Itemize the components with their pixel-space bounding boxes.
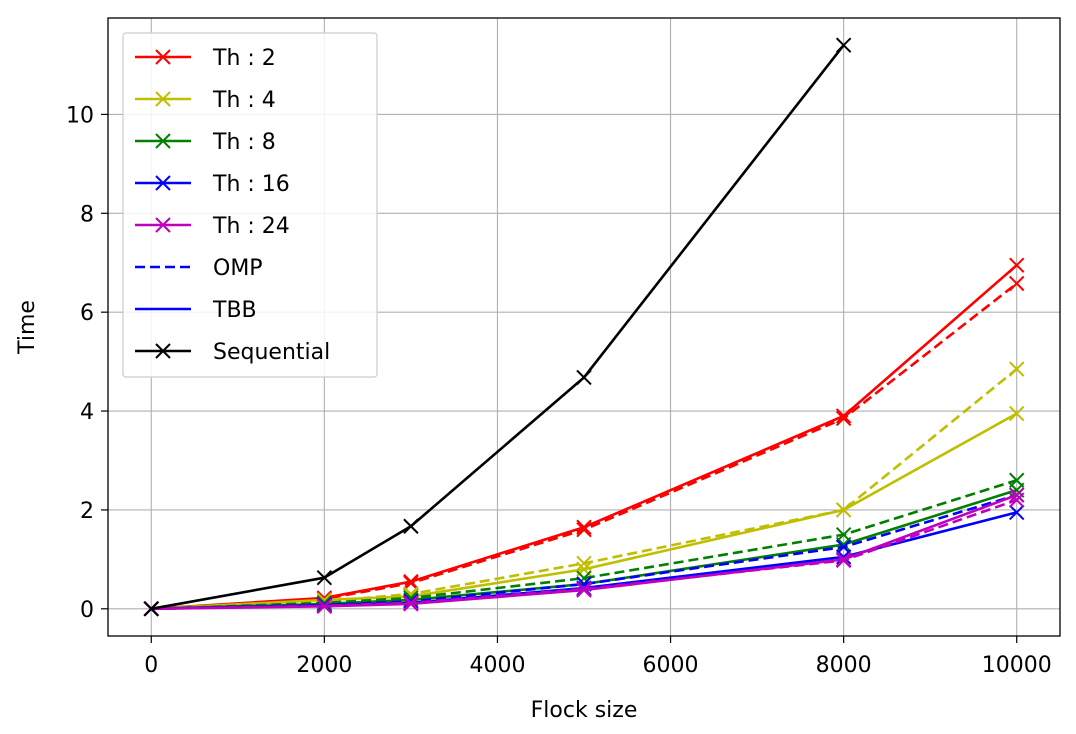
series-line [151,368,1018,611]
legend-item-th-2: Th : 2 [135,46,276,71]
series-line [151,498,1018,611]
series-line [151,493,1018,611]
data-point [316,569,333,586]
series-line [151,264,1018,611]
y-tick-label: 2 [80,499,94,524]
series-th-16-omp [143,487,1025,617]
y-axis-label: Time [15,300,40,355]
series-th-24-tbb [143,487,1025,617]
data-point [835,551,852,568]
plot-frame [107,17,1061,637]
data-point [1009,487,1025,503]
legend-label: Sequential [213,340,330,365]
data-point [403,573,419,590]
legend-item-th-24: Th : 24 [135,214,290,239]
legend-item-omp: OMP [135,256,263,281]
legend-label: Th : 24 [212,214,290,239]
x-tick-label: 0 [144,653,158,678]
data-point [1009,405,1025,422]
data-point [576,369,592,386]
data-point [835,549,852,565]
legend-marker [155,91,171,107]
legend-label: OMP [213,256,263,281]
legend-item-sequential: Sequential [135,340,330,365]
legend-item-th-4: Th : 4 [135,88,276,113]
data-point [143,601,159,617]
series-th-4-tbb [143,405,1025,617]
legend-item-th-16: Th : 16 [135,172,290,197]
y-tick-label: 0 [80,598,94,623]
series-layer [143,37,1025,617]
legend-marker [155,343,171,359]
data-point [403,593,419,610]
x-tick-label: 4000 [469,653,525,678]
axis-ticks: 0 2000 4000 6000 8000 10000 0 2 4 6 8 10 [66,103,1052,678]
data-point [1009,504,1025,521]
legend-marker [155,49,171,65]
x-tick-label: 10000 [982,653,1052,678]
legend-label: Th : 8 [212,130,276,155]
data-point [1009,492,1025,508]
legend-marker [155,217,171,233]
data-point [1009,361,1025,377]
legend-item-th-8: Th : 8 [135,130,276,155]
legend-marker [155,133,171,149]
data-point [835,502,852,518]
data-point [835,37,852,53]
legend-label: Th : 4 [212,88,276,113]
data-point [403,518,419,534]
legend-box [122,32,378,378]
data-point [1009,257,1025,273]
legend-marker [155,175,171,191]
legend-item-tbb: TBB [135,298,257,323]
x-axis-label: Flock size [531,698,638,723]
y-tick-label: 8 [80,202,94,227]
data-point [835,410,852,427]
y-tick-label: 4 [80,400,94,425]
legend-label: TBB [212,298,257,323]
legend: Th : 2 Th : 4 Th : 8 Th : 16 Th : 24 OMP TBB Se… [122,32,378,378]
series-th-24-omp [143,492,1025,617]
data-point [403,575,419,591]
data-point [316,598,333,615]
data-point [576,519,592,535]
series-sequential [143,37,852,617]
series-line [151,412,1018,611]
x-tick-label: 2000 [296,653,352,678]
series-th-16-tbb [143,504,1025,617]
x-tick-label: 6000 [643,653,699,678]
series-th-8-tbb [143,482,1025,617]
y-tick-label: 6 [80,301,94,326]
data-point [576,582,592,598]
data-point [1009,275,1025,292]
data-point [835,408,852,424]
y-tick-label: 10 [66,103,94,128]
series-line [151,493,1018,611]
legend-label: Th : 16 [212,172,290,197]
legend-label: Th : 2 [212,46,276,71]
x-tick-label: 8000 [816,653,872,678]
data-point [403,596,419,612]
data-point [835,536,852,553]
